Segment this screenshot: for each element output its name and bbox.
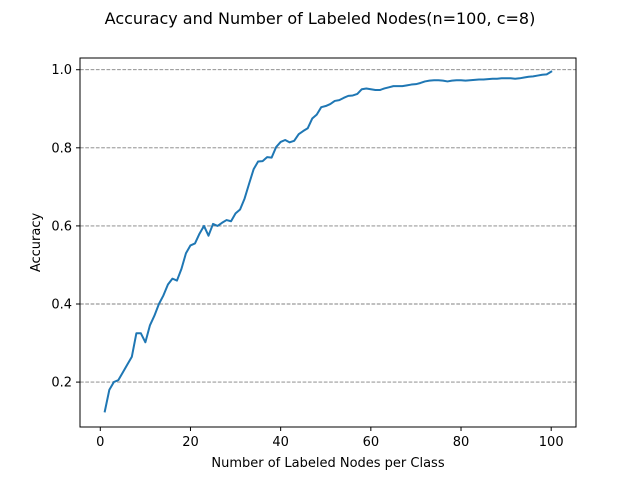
x-axis-ticks: 0 20 40 60 80 100 xyxy=(96,427,564,450)
plot-frame xyxy=(79,57,577,428)
series-group xyxy=(103,70,553,413)
y-axis-ticks: 0.2 0.4 0.6 0.8 1.0 xyxy=(51,63,80,391)
x-tick-label: 40 xyxy=(272,435,289,450)
y-tick-label: 0.8 xyxy=(51,141,72,156)
x-tick-label: 20 xyxy=(182,435,199,450)
series-line xyxy=(103,70,553,413)
y-tick-label: 0.6 xyxy=(51,219,72,234)
y-tick-label: 0.4 xyxy=(51,298,72,313)
y-axis-label: Accuracy xyxy=(29,213,44,273)
x-tick-label: 80 xyxy=(453,435,470,450)
grid-lines xyxy=(80,69,576,383)
x-tick-label: 0 xyxy=(96,435,104,450)
x-axis-label: Number of Labeled Nodes per Class xyxy=(211,456,444,471)
x-tick-label: 100 xyxy=(539,435,564,450)
y-tick-label: 0.2 xyxy=(51,376,72,391)
x-tick-label: 60 xyxy=(363,435,380,450)
y-tick-label: 1.0 xyxy=(51,63,72,78)
chart-title: Accuracy and Number of Labeled Nodes(n=1… xyxy=(105,9,536,28)
